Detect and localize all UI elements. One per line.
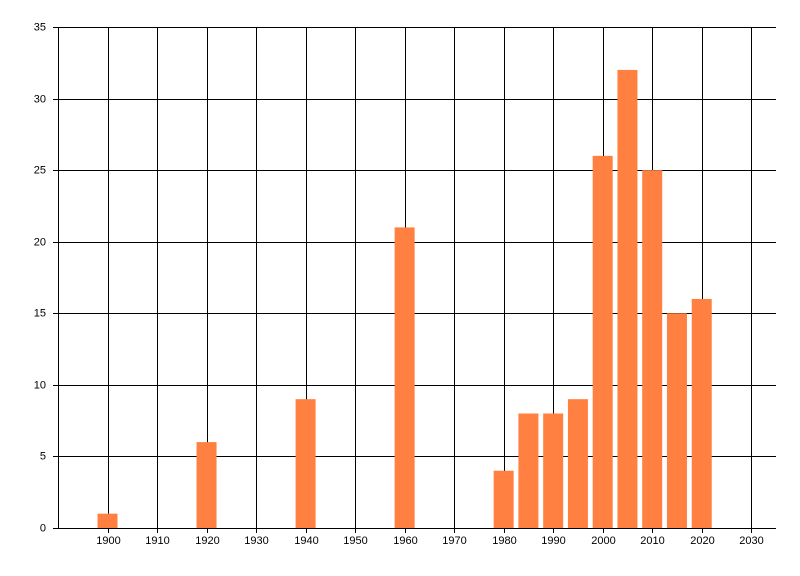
x-tick-label: 1940 xyxy=(294,535,318,547)
y-tick-label: 20 xyxy=(34,236,46,248)
y-tick-label: 35 xyxy=(34,21,46,33)
x-tick-label: 1920 xyxy=(195,535,219,547)
bar xyxy=(394,227,415,528)
y-tick-label: 0 xyxy=(40,522,46,534)
y-tick-label: 5 xyxy=(40,450,46,462)
y-tick-label: 15 xyxy=(34,307,46,319)
x-tick-label: 2010 xyxy=(640,535,664,547)
bar xyxy=(666,313,687,528)
x-tick-label: 1970 xyxy=(442,535,466,547)
bar xyxy=(295,399,316,528)
x-tick-label: 1950 xyxy=(343,535,367,547)
x-tick-label: 1960 xyxy=(393,535,417,547)
x-tick-label: 2020 xyxy=(690,535,714,547)
x-tick-label: 2030 xyxy=(739,535,763,547)
bar xyxy=(518,413,539,528)
bar xyxy=(592,155,613,529)
x-tick-label: 2000 xyxy=(591,535,615,547)
bar xyxy=(493,470,514,528)
bar xyxy=(617,69,638,528)
x-tick-label: 1990 xyxy=(541,535,565,547)
y-tick-label: 10 xyxy=(34,379,46,391)
bar xyxy=(543,413,564,528)
y-tick-label: 25 xyxy=(34,164,46,176)
x-tick-label: 1980 xyxy=(492,535,516,547)
y-tick-label: 30 xyxy=(34,93,46,105)
bar xyxy=(691,298,712,528)
x-tick-label: 1910 xyxy=(145,535,169,547)
bar xyxy=(567,399,588,528)
x-tick-label: 1900 xyxy=(96,535,120,547)
x-tick-label: 1930 xyxy=(244,535,268,547)
bar xyxy=(196,442,217,528)
bar xyxy=(642,170,663,528)
bar xyxy=(97,513,118,528)
